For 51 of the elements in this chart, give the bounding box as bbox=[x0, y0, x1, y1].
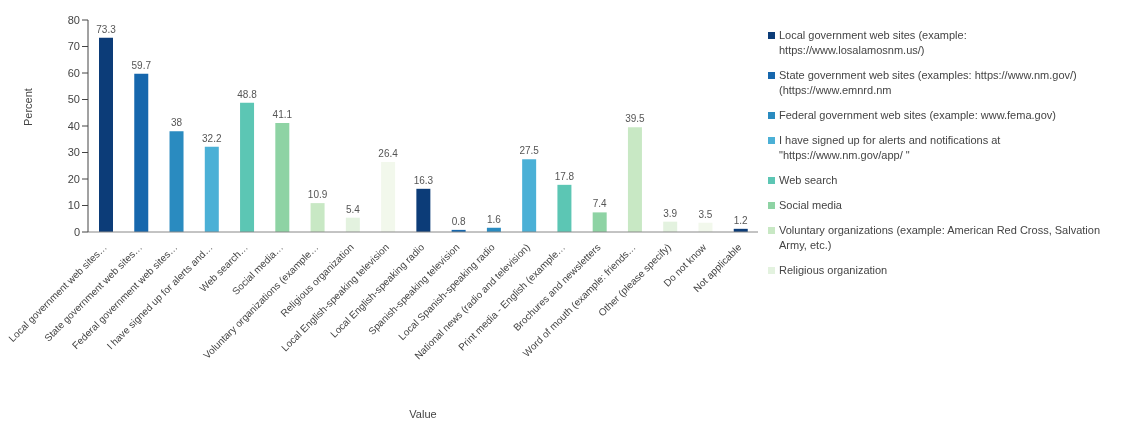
data-label: 27.5 bbox=[519, 145, 540, 157]
text: I have signed up for alerts and notifications at "https://www.nm.gov/app/ " bbox=[779, 133, 1002, 163]
data-label: 16.3 bbox=[413, 174, 434, 186]
y-tick-label: 60 bbox=[67, 66, 80, 79]
y-tick-label: 70 bbox=[67, 40, 80, 53]
data-label: 0.8 bbox=[451, 215, 467, 227]
y-tick-label: 20 bbox=[67, 172, 80, 185]
bar bbox=[416, 188, 431, 232]
data-label: 73.3 bbox=[96, 23, 117, 35]
bar bbox=[592, 212, 607, 232]
text: Social media bbox=[779, 198, 842, 213]
data-label: 17.8 bbox=[554, 170, 575, 182]
y-tick-label: 0 bbox=[73, 225, 80, 238]
y-tick-label: 50 bbox=[67, 93, 80, 106]
bar bbox=[204, 146, 219, 232]
bar bbox=[275, 123, 290, 232]
bar bbox=[381, 162, 396, 232]
bar bbox=[99, 37, 113, 232]
text: Federal government web sites (example: www.fema.gov) bbox=[779, 108, 1056, 123]
data-label: 7.4 bbox=[592, 198, 608, 210]
y-tick-label: 30 bbox=[67, 146, 80, 159]
bar bbox=[557, 184, 572, 232]
bar bbox=[169, 131, 184, 232]
data-label: 1.6 bbox=[486, 213, 502, 225]
bar bbox=[240, 102, 255, 232]
data-label: 39.5 bbox=[625, 113, 646, 125]
data-label: 5.4 bbox=[345, 203, 361, 215]
data-label: 3.5 bbox=[698, 208, 713, 220]
data-label: 59.7 bbox=[131, 59, 152, 71]
data-label: 3.9 bbox=[663, 207, 678, 219]
bar bbox=[627, 127, 642, 232]
x-axis-title: Value bbox=[409, 408, 437, 420]
data-label: 48.8 bbox=[237, 88, 258, 100]
bar bbox=[310, 203, 325, 232]
y-tick-label: 80 bbox=[67, 13, 80, 26]
data-label: 41.1 bbox=[272, 109, 293, 121]
text: Voluntary organizations (example: American Red Cross, Salvation Army, etc.) bbox=[779, 223, 1101, 253]
y-tick-label: 40 bbox=[67, 119, 80, 132]
data-label: 26.4 bbox=[378, 148, 399, 160]
bar bbox=[134, 73, 149, 232]
data-label: 38 bbox=[170, 117, 183, 129]
data-label: 1.2 bbox=[733, 214, 749, 226]
data-label: 10.9 bbox=[307, 189, 328, 201]
text: State government web sites (examples: https://www.nm.gov/) (https://www.emnrd.nm bbox=[779, 68, 1078, 98]
text: Web search bbox=[779, 173, 838, 188]
text: Local government web sites (example: https://www.losalamosnm.us/) bbox=[779, 28, 968, 58]
y-axis-title: Percent bbox=[21, 88, 34, 126]
y-tick-label: 10 bbox=[67, 199, 80, 212]
data-label: 32.2 bbox=[202, 132, 222, 144]
bar bbox=[522, 159, 537, 232]
bar bbox=[345, 217, 360, 232]
